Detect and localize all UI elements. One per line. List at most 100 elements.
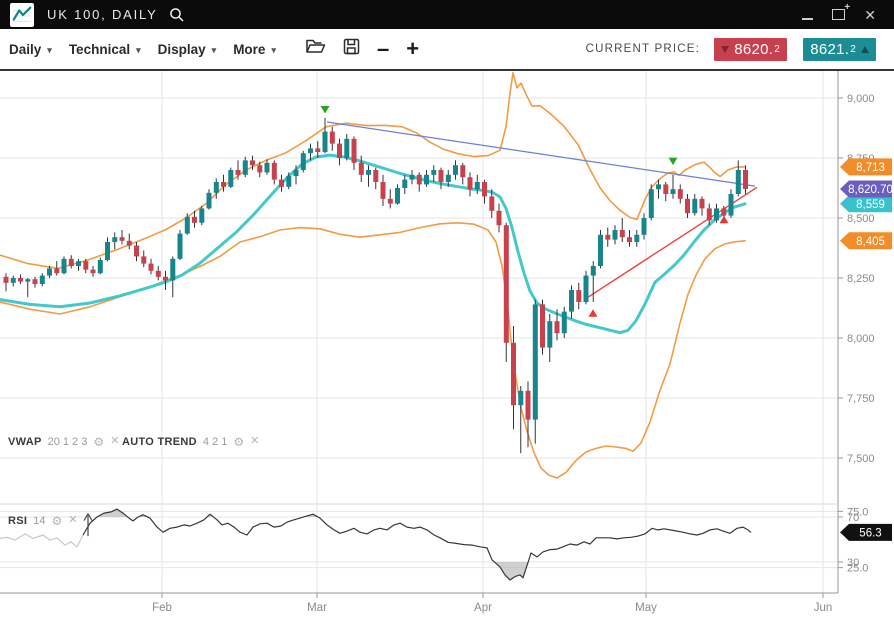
menu-display[interactable]: Display ▾ bbox=[157, 41, 217, 57]
gear-icon[interactable]: ⚙ bbox=[233, 434, 245, 449]
price-up-arrow-icon bbox=[860, 45, 869, 53]
chart-toolbar: Daily ▾ Technical ▾ Display ▾ More ▾ – + bbox=[0, 29, 894, 71]
svg-text:8,559: 8,559 bbox=[856, 199, 885, 211]
search-icon[interactable] bbox=[169, 7, 185, 23]
zoom-in-button[interactable]: + bbox=[406, 36, 420, 61]
candle bbox=[612, 230, 618, 240]
x-axis-label: May bbox=[635, 602, 657, 614]
candle bbox=[387, 198, 393, 204]
candle bbox=[337, 143, 342, 158]
chart-canvas[interactable]: 9,0008,7508,5008,2508,0007,7507,50075.07… bbox=[0, 71, 894, 621]
candle bbox=[177, 233, 183, 259]
candle bbox=[605, 234, 611, 240]
chevron-down-icon: ▾ bbox=[211, 44, 217, 55]
sell-price-button[interactable]: 8620. 2 bbox=[714, 37, 787, 61]
candle bbox=[112, 237, 118, 242]
open-folder-icon[interactable] bbox=[305, 38, 326, 60]
svg-text:56.3: 56.3 bbox=[859, 527, 881, 539]
candle bbox=[648, 189, 654, 218]
candle bbox=[300, 153, 306, 170]
candle bbox=[554, 321, 560, 334]
zoom-out-button[interactable]: – bbox=[376, 36, 390, 61]
remove-indicator-icon[interactable]: ✕ bbox=[250, 435, 260, 447]
trend-high-marker bbox=[320, 106, 330, 114]
candle bbox=[18, 278, 23, 282]
candle bbox=[525, 390, 531, 420]
vwap-line bbox=[0, 153, 747, 335]
candle bbox=[518, 390, 524, 406]
menu-technical[interactable]: Technical ▾ bbox=[68, 41, 141, 57]
candle bbox=[3, 276, 9, 283]
rsi-axis-label: 30 bbox=[847, 557, 859, 569]
svg-text:8,405: 8,405 bbox=[856, 236, 885, 248]
save-icon[interactable] bbox=[343, 38, 360, 60]
y-axis-label: 7,500 bbox=[847, 453, 875, 465]
candle bbox=[714, 208, 719, 221]
svg-text:8,620.70: 8,620.70 bbox=[848, 184, 893, 196]
x-axis-label: Jun bbox=[814, 602, 833, 614]
candle bbox=[706, 208, 712, 221]
auto-trend-indicator-label: AUTO TREND 4 2 1 ⚙ ✕ bbox=[122, 434, 259, 449]
candle bbox=[25, 279, 31, 282]
rsi-axis-label: 70 bbox=[847, 512, 859, 524]
candle bbox=[467, 177, 473, 190]
candle bbox=[76, 261, 81, 266]
rsi-overbought-fill bbox=[0, 509, 751, 517]
candle bbox=[308, 148, 313, 154]
candle bbox=[735, 170, 741, 194]
candle bbox=[271, 162, 277, 180]
candle bbox=[206, 192, 212, 209]
candle bbox=[445, 174, 451, 182]
rsi-indicator-label: RSI 14 ⚙ ✕ bbox=[8, 513, 77, 528]
candle bbox=[656, 184, 661, 190]
auto-trend-resistance-line[interactable] bbox=[326, 121, 756, 187]
candle bbox=[692, 198, 698, 214]
candle bbox=[395, 188, 400, 204]
indicator-name: AUTO TREND bbox=[122, 435, 197, 448]
candle bbox=[170, 258, 176, 281]
candle bbox=[279, 179, 284, 187]
price-tag: 8,713 bbox=[840, 158, 892, 176]
candle bbox=[10, 278, 16, 283]
candle bbox=[184, 216, 190, 234]
candle bbox=[366, 170, 371, 175]
chevron-down-icon: ▾ bbox=[136, 44, 141, 55]
candle bbox=[583, 275, 589, 302]
remove-indicator-icon[interactable]: ✕ bbox=[110, 435, 120, 447]
remove-indicator-icon[interactable]: ✕ bbox=[68, 514, 78, 526]
svg-text:8,713: 8,713 bbox=[856, 162, 885, 174]
y-axis-label: 8,250 bbox=[847, 273, 875, 285]
candle bbox=[358, 162, 364, 175]
gear-icon[interactable]: ⚙ bbox=[51, 513, 63, 528]
menu-more[interactable]: More ▾ bbox=[233, 41, 276, 57]
candle bbox=[351, 138, 357, 163]
gear-icon[interactable]: ⚙ bbox=[93, 434, 105, 449]
candle bbox=[373, 170, 379, 182]
candle bbox=[105, 242, 110, 260]
restore-icon[interactable]: + bbox=[832, 3, 850, 20]
candle bbox=[511, 342, 516, 406]
buy-price-button[interactable]: 8621. 2 bbox=[803, 37, 876, 61]
close-icon[interactable]: ✕ bbox=[864, 6, 876, 23]
candle bbox=[482, 182, 487, 197]
candle bbox=[677, 189, 683, 199]
candle bbox=[503, 225, 509, 343]
y-axis-label: 8,500 bbox=[847, 213, 875, 225]
x-axis-label: Feb bbox=[152, 602, 172, 614]
minimize-icon[interactable] bbox=[802, 9, 814, 20]
menu-timeframe[interactable]: Daily ▾ bbox=[9, 41, 52, 57]
candle bbox=[561, 311, 567, 334]
candle bbox=[141, 256, 147, 264]
candle bbox=[540, 304, 545, 348]
candle bbox=[344, 138, 350, 158]
chevron-down-icon: ▾ bbox=[271, 44, 276, 55]
candle bbox=[134, 245, 139, 257]
candle bbox=[416, 174, 422, 185]
candle bbox=[47, 268, 52, 276]
chart-area: 9,0008,7508,5008,2508,0007,7507,50075.07… bbox=[0, 71, 894, 621]
candle bbox=[380, 182, 386, 199]
candle bbox=[242, 160, 248, 175]
candle bbox=[547, 321, 553, 348]
indicator-params: 4 2 1 bbox=[202, 435, 228, 448]
